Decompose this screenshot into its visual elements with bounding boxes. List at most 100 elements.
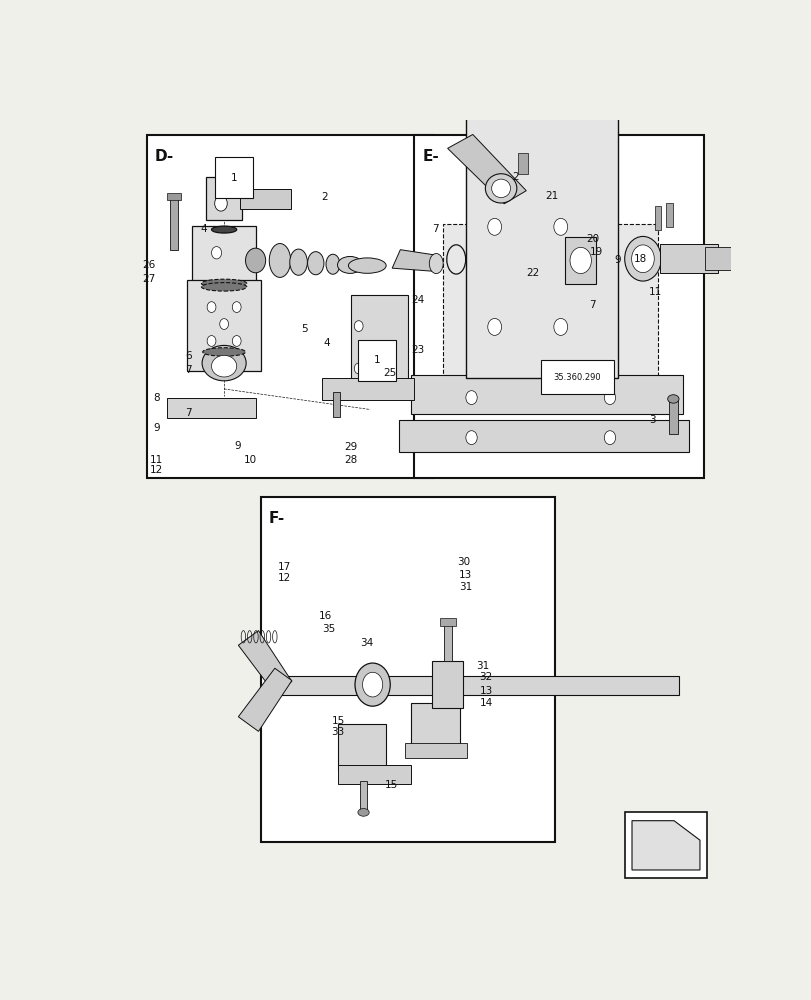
FancyBboxPatch shape [274,676,678,695]
FancyBboxPatch shape [239,189,291,209]
Circle shape [487,218,501,235]
Text: 4: 4 [200,224,207,234]
Text: 1: 1 [230,173,237,183]
Text: 15: 15 [331,716,345,726]
Text: 5: 5 [300,324,307,334]
Text: 32: 32 [478,672,492,682]
Text: 31: 31 [459,582,472,592]
Circle shape [207,336,216,346]
Text: 35.360.290: 35.360.290 [553,373,600,382]
Ellipse shape [212,355,237,377]
Circle shape [232,336,241,346]
Text: 8: 8 [153,393,160,403]
Text: 34: 34 [359,638,372,648]
FancyBboxPatch shape [170,195,178,250]
Circle shape [207,302,216,312]
Circle shape [214,196,227,211]
Text: 16: 16 [319,611,332,621]
Text: 19: 19 [589,247,602,257]
Text: 20: 20 [585,234,599,244]
Text: 11: 11 [648,287,661,297]
Text: 6: 6 [185,351,191,361]
Circle shape [232,302,241,312]
Text: 14: 14 [478,698,492,708]
FancyBboxPatch shape [410,375,682,414]
Polygon shape [238,631,291,694]
Circle shape [466,391,477,405]
Circle shape [354,321,363,331]
Text: 22: 22 [526,268,539,278]
FancyBboxPatch shape [705,247,746,270]
Ellipse shape [269,244,290,277]
FancyBboxPatch shape [442,224,657,379]
FancyBboxPatch shape [414,135,703,478]
FancyBboxPatch shape [206,177,242,220]
Circle shape [354,663,390,706]
Ellipse shape [337,256,363,273]
FancyBboxPatch shape [359,781,367,812]
Text: 13: 13 [459,570,472,580]
Polygon shape [238,668,291,731]
Circle shape [245,248,265,273]
Ellipse shape [348,258,386,273]
Text: 18: 18 [633,254,646,264]
Circle shape [212,247,221,259]
Text: 17: 17 [277,562,291,572]
Text: 26: 26 [143,260,156,270]
Circle shape [603,391,615,405]
Ellipse shape [429,254,443,274]
Text: 25: 25 [383,368,396,378]
FancyBboxPatch shape [439,618,455,626]
Polygon shape [631,821,699,870]
Ellipse shape [307,252,324,275]
FancyBboxPatch shape [659,244,717,273]
Text: 12: 12 [150,465,163,475]
FancyBboxPatch shape [260,497,555,842]
Ellipse shape [325,254,340,274]
Circle shape [553,318,567,335]
Text: 13: 13 [478,686,492,696]
Text: F-: F- [268,511,285,526]
Text: 10: 10 [243,455,256,465]
Text: 30: 30 [457,557,470,567]
FancyBboxPatch shape [333,392,340,417]
Text: 2: 2 [321,192,328,202]
Circle shape [354,363,363,374]
FancyBboxPatch shape [654,206,660,230]
FancyBboxPatch shape [321,378,414,400]
Text: 31: 31 [475,661,489,671]
Text: D-: D- [155,149,174,164]
FancyBboxPatch shape [431,661,463,708]
FancyBboxPatch shape [405,743,466,758]
Ellipse shape [202,345,246,381]
Ellipse shape [358,809,369,816]
Ellipse shape [569,247,590,274]
Ellipse shape [201,279,247,288]
Ellipse shape [201,283,247,291]
Text: 9: 9 [234,441,240,451]
Ellipse shape [631,245,654,273]
Text: 33: 33 [331,727,345,737]
Text: 15: 15 [384,780,397,790]
Circle shape [553,218,567,235]
FancyBboxPatch shape [337,765,411,784]
Circle shape [466,431,477,445]
FancyBboxPatch shape [167,398,256,418]
FancyBboxPatch shape [167,193,181,200]
Text: 21: 21 [545,191,558,201]
Circle shape [487,318,501,335]
FancyBboxPatch shape [665,203,672,227]
Text: 35: 35 [322,624,335,634]
FancyBboxPatch shape [147,135,432,478]
Ellipse shape [491,179,510,198]
Circle shape [603,431,615,445]
Ellipse shape [290,249,307,275]
Circle shape [220,319,228,329]
Ellipse shape [485,174,517,203]
Text: 7: 7 [185,365,191,375]
Text: 28: 28 [344,455,357,465]
FancyBboxPatch shape [517,153,527,174]
Ellipse shape [667,395,678,403]
Circle shape [363,672,382,697]
Text: 3: 3 [649,415,655,425]
